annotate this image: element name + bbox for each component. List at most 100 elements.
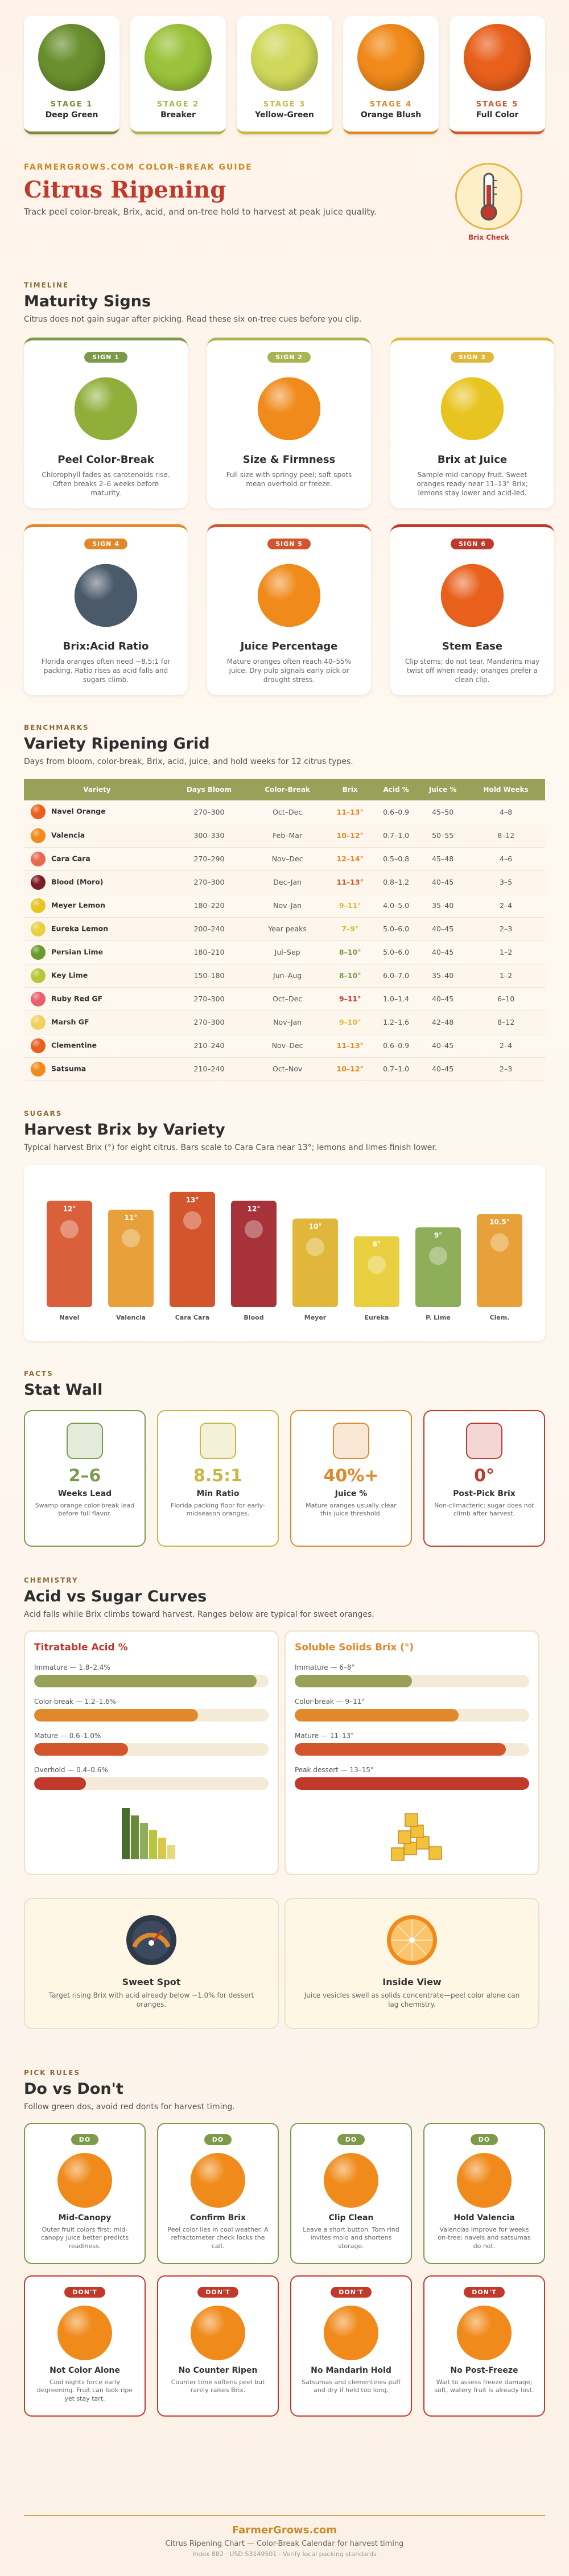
stat-value: 8.5:1 [193, 1465, 242, 1486]
range-fill [34, 1743, 128, 1756]
sign-title: Brix:Acid Ratio [63, 640, 149, 652]
hold-cell: 2–4 [467, 1034, 545, 1058]
cb-cell: Nov–Jan [248, 1010, 327, 1034]
brix-section: SUGARS Harvest Brix by Variety Typical h… [0, 1110, 569, 1341]
cb-cell: Nov–Dec [248, 1034, 327, 1058]
rule-illustration-icon [457, 2305, 512, 2360]
category-label: Cara Cara [175, 1314, 210, 1321]
rule-illustration-icon [324, 2305, 378, 2360]
rule-desc: Counter time softens peel but rarely rai… [171, 2378, 265, 2394]
range-label: Mature — 11–13° [295, 1731, 354, 1740]
range-label: Mature — 0.6–1.0% [34, 1731, 101, 1740]
acid-cell: 1.0–1.4 [373, 987, 419, 1011]
stat-title: Weeks Lead [57, 1489, 112, 1498]
cb-cell: Nov–Jan [248, 894, 327, 918]
range-track [34, 1777, 269, 1790]
sign-pill: SIGN 2 [267, 352, 311, 363]
bar [47, 1200, 92, 1307]
column-header: Brix [327, 779, 374, 800]
stat-desc: Florida packing floor for early-midseaso… [171, 1501, 265, 1518]
stage-name: Deep Green [45, 110, 98, 120]
variety-cell: Key Lime [24, 964, 170, 988]
rule-desc: Satsumas and clementines puff and dry if… [302, 2378, 401, 2394]
acid-cell: 1.2–1.6 [373, 1010, 419, 1034]
variety-cell: Ruby Red GF [24, 987, 170, 1011]
rule-title: Hold Valencia [453, 2213, 515, 2222]
range-track [34, 1674, 269, 1687]
cb-cell: Feb–Mar [248, 824, 327, 848]
fruit-icon [145, 24, 212, 91]
stat-desc: Non-climacteric: sugar does not climb af… [434, 1501, 534, 1518]
brix-cell: 11–13° [327, 800, 374, 824]
days-cell: 300–330 [170, 824, 249, 848]
juice-cell: 40–45 [419, 870, 467, 894]
stat-desc: Swamp orange color-break lead before ful… [35, 1501, 135, 1518]
section-subtitle: Citrus does not gain sugar after picking… [24, 315, 362, 324]
rule-desc: Wait to assess freeze damage; soft, wate… [434, 2378, 534, 2394]
stat-card: 0° Post-Pick Brix Non-climacteric: sugar d… [423, 1410, 545, 1547]
stage-card: STAGE 4 Orange Blush [343, 16, 439, 134]
sign-desc: Mature oranges often reach 40–55% juice.… [226, 658, 352, 684]
hero-subtitle: Track peel color-break, Brix, acid, and … [24, 207, 377, 217]
sign-card: SIGN 2 Size & Firmness Full size with spri… [207, 338, 371, 508]
days-cell: 180–210 [170, 940, 249, 964]
fruit-icon [38, 24, 105, 91]
orange-slice-icon [387, 1914, 437, 1965]
table-row: Persian Lime 180–210 Jul–Sep 8–10° 5.0–6.0 40… [24, 940, 545, 964]
acid-cell: 0.5–0.8 [373, 847, 419, 871]
fruit-icon [464, 24, 531, 91]
footer-meta: Index 882 · USD S3149501 · Verify local … [192, 2550, 377, 2558]
sign-card: SIGN 3 Brix at Juice Sample mid-canopy fru… [390, 338, 554, 508]
section-subtitle: Acid falls while Brix climbs toward harv… [24, 1609, 374, 1619]
range-fill [295, 1708, 459, 1722]
section-title: Do vs Don't [24, 2080, 123, 2098]
variety-cell: Eureka Lemon [24, 917, 170, 941]
days-cell: 150–180 [170, 964, 249, 988]
brix-cell: 9–11° [327, 987, 374, 1011]
bar [477, 1214, 522, 1307]
rule-title: No Post-Freeze [450, 2365, 518, 2375]
footer-line: Citrus Ripening Chart — Color-Break Cale… [165, 2540, 404, 2548]
footer-brand[interactable]: FarmerGrows.com [232, 2524, 337, 2536]
sign-pill: SIGN 6 [451, 539, 494, 549]
brix-bar-chart: 12° Navel 11° Valencia 13° Cara Cara 12° Blood 1… [24, 1164, 545, 1341]
variety-name: Cara Cara [51, 854, 90, 862]
section-kicker: FACTS [24, 1369, 53, 1378]
column-header: Hold Weeks [467, 779, 545, 800]
hold-cell: 1–2 [467, 940, 545, 964]
days-cell: 200–240 [170, 917, 249, 941]
acid-panel: Titratable Acid % Immature — 1.8–2.4% Col… [24, 1630, 279, 1875]
sign-card: SIGN 6 Stem Ease Clip stems; do not tear. … [390, 524, 554, 695]
footer: FarmerGrows.com Citrus Ripening Chart — … [24, 2515, 545, 2558]
rule-illustration-icon [57, 2152, 112, 2208]
brix-cell: 11–13° [327, 870, 374, 894]
sweet-spot-title: Sweet Spot [122, 1976, 181, 1987]
days-cell: 270–300 [170, 870, 249, 894]
brix-cell: 12–14° [327, 847, 374, 871]
cb-cell: Jun–Aug [248, 964, 327, 988]
sign-title: Peel Color-Break [57, 454, 154, 466]
range-fill [34, 1708, 199, 1722]
variety-name: Navel Orange [51, 807, 106, 816]
brix-cell: 9–10° [327, 1010, 374, 1034]
variety-name: Satsuma [51, 1064, 86, 1073]
brix-cell: 11–13° [327, 1034, 374, 1058]
rule-title: Not Color Alone [50, 2365, 120, 2375]
rule-desc: Leave a short button. Torn rind invites … [303, 2225, 399, 2250]
acid-cell: 0.6–0.9 [373, 1034, 419, 1058]
table-row: Satsuma 210–240 Oct–Nov 10–12° 0.7–1.0 40–45 2… [24, 1057, 545, 1081]
range-fill [295, 1674, 412, 1687]
rule-pill: DON'T [464, 2286, 505, 2298]
brix-cell: 10–12° [327, 824, 374, 848]
fruit-dot-icon [31, 968, 46, 983]
rule-desc: Valencias improve for weeks on-tree; nav… [438, 2225, 531, 2250]
cb-cell: Dec–Jan [248, 870, 327, 894]
stage-label: STAGE 5 [476, 100, 519, 109]
days-cell: 210–240 [170, 1034, 249, 1058]
rule-card: DON'T No Mandarin Hold Satsumas and clemen… [290, 2275, 412, 2417]
inside-view-card: Inside View Juice vesicles swell as soli… [284, 1897, 539, 2029]
gauge-icon [126, 1914, 176, 1965]
green-orange-icon [74, 377, 138, 441]
rule-card: DO Hold Valencia Valencias improve for wee… [423, 2122, 545, 2264]
